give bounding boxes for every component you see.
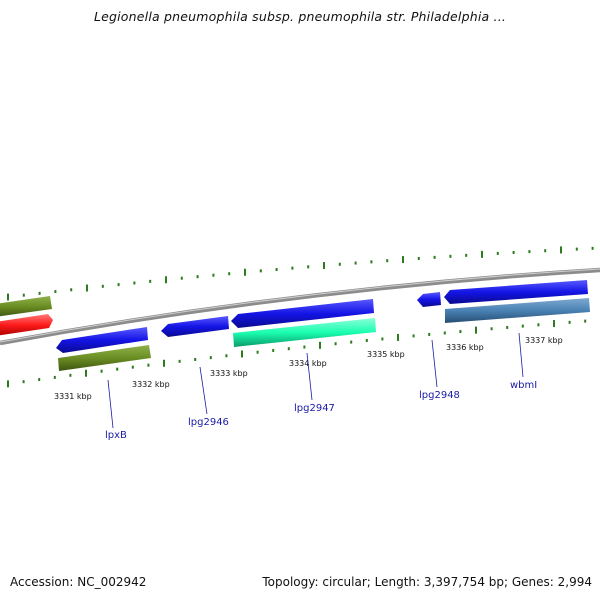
tick-label: 3335 kbp [367,350,405,359]
leader-lpg2946 [199,366,208,415]
gene-label-lpg2947: lpg2947 [294,403,335,414]
tick-ring-upper [7,246,594,301]
gene-features [0,280,590,371]
gene-lpxB-forward[interactable] [56,327,148,353]
tick-ring-lower [7,319,587,388]
tick-label: 3337 kbp [525,336,563,345]
gene-label-lpg2946: lpg2946 [188,417,229,428]
accession-text: Accession: NC_002942 [10,575,147,589]
genome-backbone [0,267,600,346]
gene-label-wbmI: wbmI [510,380,537,391]
gene-label-lpxB: lpxB [105,430,127,441]
tick-label: 3336 kbp [446,343,484,352]
gene-lpg2948[interactable] [417,292,441,307]
leader-lpg2948 [431,339,438,388]
leader-wbmI [518,332,524,378]
gene-lpxB[interactable] [58,345,151,371]
leader-lpxB [107,379,114,429]
gene-wbmI[interactable] [445,298,590,323]
gene-lpg2947[interactable] [233,318,376,347]
gene-label-lpg2948: lpg2948 [419,390,460,401]
gene-lpg2946[interactable] [161,316,229,337]
tick-label: 3333 kbp [210,369,248,378]
tick-label: 3331 kbp [54,392,92,401]
gene-wbmI-forward[interactable] [444,280,588,304]
tick-label: 3332 kbp [132,380,170,389]
map-title: Legionella pneumophila subsp. pneumophil… [93,9,507,24]
gene-olive-left[interactable] [0,296,52,317]
gene-lpg2947-forward[interactable] [231,299,374,328]
gene-red-left[interactable] [0,314,53,336]
genome-summary-text: Topology: circular; Length: 3,397,754 bp… [262,575,592,589]
gene-labels: lpxB lpg2946 lpg2947 lpg2948 wbmI [105,332,537,441]
leader-lpg2947 [306,352,313,401]
